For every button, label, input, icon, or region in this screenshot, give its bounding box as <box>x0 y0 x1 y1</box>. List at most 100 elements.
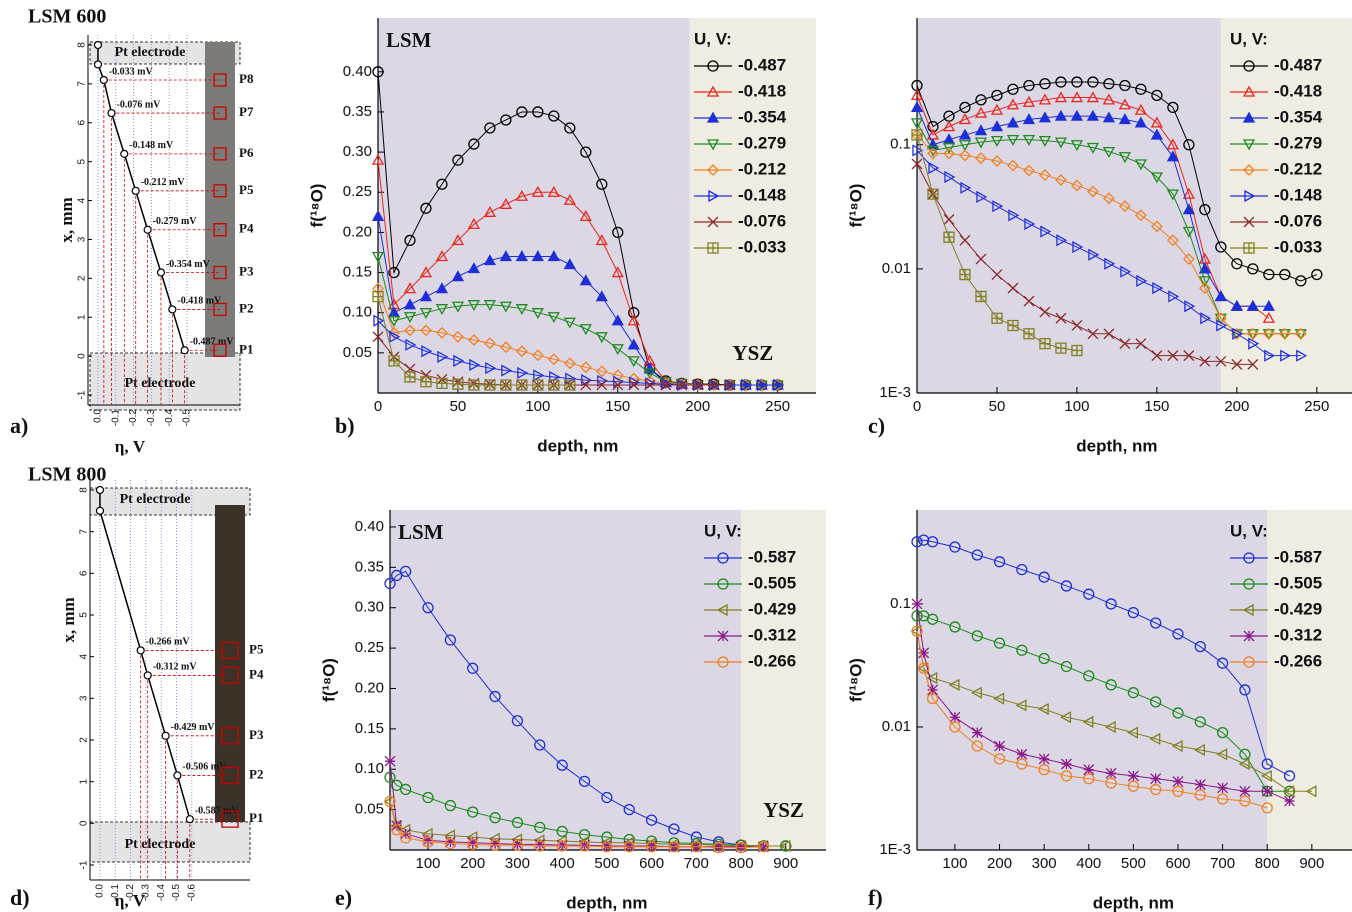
data-point <box>372 331 384 343</box>
data-point <box>435 250 449 262</box>
y-tick-label: 0.05 <box>343 344 372 361</box>
y-axis-title: f(¹⁸O) <box>307 184 326 228</box>
x-tick-label: 900 <box>1299 855 1324 872</box>
data-point <box>1296 349 1308 362</box>
data-point <box>1183 350 1195 362</box>
data-point <box>436 178 448 190</box>
data-point <box>1070 109 1084 121</box>
data-point <box>949 721 961 733</box>
data-point <box>993 637 1006 649</box>
point-annotation: -0.418 mV <box>177 296 222 307</box>
y-tick-label: 0.20 <box>343 223 372 240</box>
data-point <box>579 361 592 374</box>
data-point <box>1118 113 1132 125</box>
data-point <box>993 753 1006 765</box>
data-point <box>1039 169 1051 181</box>
x-tick-label: -0.1 <box>110 884 121 902</box>
data-point <box>628 307 640 319</box>
x-tick-label: -0.3 <box>146 409 157 427</box>
data-point <box>511 839 524 851</box>
data-point <box>1193 743 1205 757</box>
point-annotation: -0.429 mV <box>171 722 216 733</box>
panel-label: b) <box>335 413 355 438</box>
data-point <box>1016 758 1028 770</box>
data-point <box>1038 753 1050 765</box>
data-point <box>444 799 457 812</box>
y-axis-title: x, mm <box>59 597 78 642</box>
data-point <box>531 185 544 197</box>
x-tick-label: 800 <box>1255 855 1280 872</box>
x-tick-label: 900 <box>773 855 798 872</box>
data-point <box>772 378 784 392</box>
data-point <box>1039 306 1051 318</box>
data-point <box>1056 234 1068 247</box>
data-point <box>1127 687 1140 699</box>
panel-label: c) <box>868 413 885 438</box>
data-point <box>1072 240 1084 254</box>
data-point <box>384 577 396 590</box>
y-tick-label: 0.10 <box>355 760 384 777</box>
data-point <box>708 379 720 391</box>
data-point <box>1247 263 1259 275</box>
data-point <box>156 268 166 277</box>
y-tick-label: 0.20 <box>355 679 384 696</box>
data-point <box>1171 739 1183 753</box>
data-point <box>391 820 403 832</box>
data-point <box>1006 98 1020 110</box>
legend-label: -0.212 <box>1274 159 1322 178</box>
data-point <box>579 839 590 851</box>
x-axis-title: depth, nm <box>1076 436 1157 455</box>
region <box>390 510 742 850</box>
legend-marker <box>1243 216 1255 228</box>
y-tick-label: 1 <box>79 778 90 784</box>
data-point <box>926 692 939 705</box>
data-point <box>1039 337 1051 350</box>
data-point <box>1038 571 1050 583</box>
data-point <box>949 711 961 723</box>
data-point <box>1199 204 1211 216</box>
data-point <box>452 330 464 343</box>
data-point <box>911 129 923 141</box>
x-tick-label: -0.2 <box>128 409 139 427</box>
data-point <box>992 200 1004 213</box>
data-point <box>611 344 624 356</box>
data-point <box>404 371 416 383</box>
data-point <box>483 337 496 350</box>
data-point <box>974 124 988 136</box>
panel-label: f) <box>868 885 883 910</box>
data-point <box>420 324 432 337</box>
data-point <box>389 330 401 343</box>
probe-label: P2 <box>249 766 263 781</box>
data-point <box>556 839 568 851</box>
probe-label: P3 <box>239 263 254 278</box>
data-point <box>927 147 939 160</box>
electrode-label: Pt electrode <box>125 376 196 391</box>
probe-label: P4 <box>249 666 264 681</box>
data-point <box>958 140 972 152</box>
legend-label: -0.505 <box>1274 573 1322 592</box>
data-point <box>580 379 592 391</box>
data-point <box>911 536 923 548</box>
data-point <box>1283 785 1295 798</box>
data-point <box>1102 111 1116 123</box>
data-point <box>1039 78 1051 90</box>
legend-label: -0.076 <box>1274 211 1322 230</box>
data-point <box>136 646 145 655</box>
data-point <box>1086 91 1100 103</box>
data-point <box>990 135 1004 147</box>
point-annotation: -0.266 mV <box>146 637 191 648</box>
point-annotation: -0.279 mV <box>153 216 198 227</box>
legend-title: U, V: <box>704 521 742 540</box>
data-point <box>485 362 497 375</box>
data-point <box>660 379 672 391</box>
x-tick-label: -0.5 <box>182 409 193 427</box>
y-tick-label: 1E-3 <box>879 841 911 858</box>
legend-label: -0.279 <box>738 133 786 152</box>
data-point <box>1182 203 1195 215</box>
data-point <box>516 106 528 118</box>
y-tick-label: 3 <box>77 236 88 242</box>
data-point <box>1118 200 1131 213</box>
data-point <box>1216 793 1229 805</box>
data-point <box>500 379 512 391</box>
data-point <box>444 837 457 850</box>
